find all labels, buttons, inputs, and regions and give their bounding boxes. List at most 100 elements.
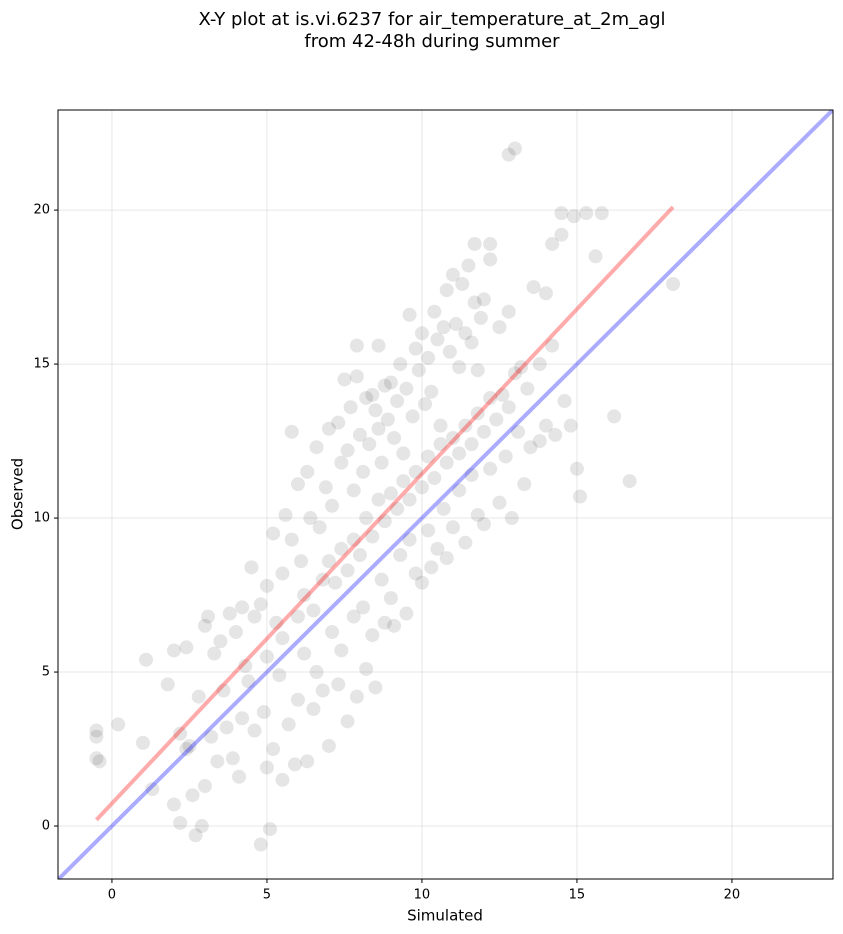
- scatter-point: [334, 643, 349, 658]
- scatter-point: [334, 541, 349, 556]
- scatter-point: [253, 837, 268, 852]
- scatter-point: [545, 338, 560, 353]
- scatter-point: [445, 267, 460, 282]
- scatter-point: [275, 772, 290, 787]
- scatter-point: [281, 717, 296, 732]
- axes: 0 5 10 15 20 0 5 10 15 20: [33, 203, 740, 903]
- scatter-point: [185, 788, 200, 803]
- scatter-point: [321, 738, 336, 753]
- scatter-point: [325, 625, 340, 640]
- scatter-point: [356, 464, 371, 479]
- scatter-point: [204, 729, 219, 744]
- scatter-point: [433, 437, 448, 452]
- chart-title: X-Y plot at is.vi.6237 for air_temperatu…: [198, 9, 665, 30]
- scatter-point: [483, 236, 498, 251]
- scatter-point: [346, 532, 361, 547]
- scatter-point: [287, 757, 302, 772]
- scatter-point: [337, 372, 352, 387]
- scatter-point: [235, 711, 250, 726]
- scatter-point: [607, 409, 622, 424]
- scatter-point: [89, 723, 104, 738]
- scatter-point: [507, 141, 522, 156]
- scatter-point: [371, 421, 386, 436]
- scatter-point: [343, 400, 358, 415]
- scatter-point: [436, 320, 451, 335]
- scatter-point: [300, 464, 315, 479]
- scatter-point: [352, 548, 367, 563]
- scatter-point: [458, 535, 473, 550]
- scatter-point: [309, 665, 324, 680]
- scatter-point: [476, 517, 491, 532]
- scatter-point: [399, 381, 414, 396]
- scatter-point: [470, 363, 485, 378]
- scatter-point: [266, 742, 281, 757]
- y-tick-label: 0: [42, 819, 50, 834]
- scatter-point: [383, 486, 398, 501]
- scatter-point: [349, 369, 364, 384]
- scatter-point: [365, 628, 380, 643]
- scatter-point: [359, 661, 374, 676]
- scatter-point: [538, 286, 553, 301]
- scatter-point: [359, 511, 374, 526]
- plot-area: [58, 110, 833, 879]
- scatter-point: [566, 209, 581, 224]
- scatter-point: [352, 427, 367, 442]
- scatter-point: [328, 575, 343, 590]
- scatter-point: [545, 236, 560, 251]
- scatter-point: [377, 615, 392, 630]
- scatter-point: [383, 375, 398, 390]
- scatter-point: [569, 461, 584, 476]
- scatter-point: [436, 501, 451, 516]
- scatter-point: [359, 390, 374, 405]
- scatter-point: [219, 720, 234, 735]
- scatter-point: [532, 434, 547, 449]
- scatter-point: [247, 609, 262, 624]
- scatter-point: [492, 495, 507, 510]
- scatter-point: [421, 449, 436, 464]
- scatter-point: [517, 477, 532, 492]
- scatter-point: [427, 304, 442, 319]
- scatter-point: [216, 683, 231, 698]
- scatter-point: [442, 344, 457, 359]
- scatter-point: [473, 310, 488, 325]
- y-tick-label: 15: [33, 357, 50, 372]
- scatter-point: [445, 520, 460, 535]
- scatter-point: [365, 529, 380, 544]
- scatter-point: [573, 489, 588, 504]
- scatter-point: [424, 384, 439, 399]
- scatter-point: [145, 782, 160, 797]
- scatter-point: [383, 591, 398, 606]
- scatter-point: [483, 252, 498, 267]
- scatter-point: [303, 511, 318, 526]
- scatter-point: [483, 461, 498, 476]
- scatter-point: [284, 532, 299, 547]
- scatter-point: [445, 430, 460, 445]
- scatter-point: [315, 683, 330, 698]
- scatter-point: [520, 381, 535, 396]
- scatter-point: [390, 501, 405, 516]
- x-tick-label: 5: [263, 888, 271, 903]
- scatter-point: [210, 754, 225, 769]
- chart-subtitle: from 42-48h during summer: [304, 31, 560, 52]
- fit-line: [94, 205, 675, 822]
- y-tick-label: 20: [33, 203, 50, 218]
- scatter-point: [306, 603, 321, 618]
- scatter-point: [532, 357, 547, 372]
- scatter-point: [173, 815, 188, 830]
- scatter-point: [135, 735, 150, 750]
- y-axis-label: Observed: [9, 458, 27, 530]
- scatter-point: [349, 338, 364, 353]
- x-tick-label: 0: [108, 888, 116, 903]
- scatter-point: [278, 507, 293, 522]
- scatter-point: [523, 440, 538, 455]
- scatter-point: [464, 335, 479, 350]
- scatter-point: [300, 754, 315, 769]
- y-tick-label: 5: [42, 665, 50, 680]
- scatter-point: [92, 754, 107, 769]
- scatter-point: [89, 729, 104, 744]
- scatter-point: [554, 206, 569, 221]
- scatter-point: [225, 751, 240, 766]
- scatter-point: [452, 483, 467, 498]
- scatter-point: [374, 572, 389, 587]
